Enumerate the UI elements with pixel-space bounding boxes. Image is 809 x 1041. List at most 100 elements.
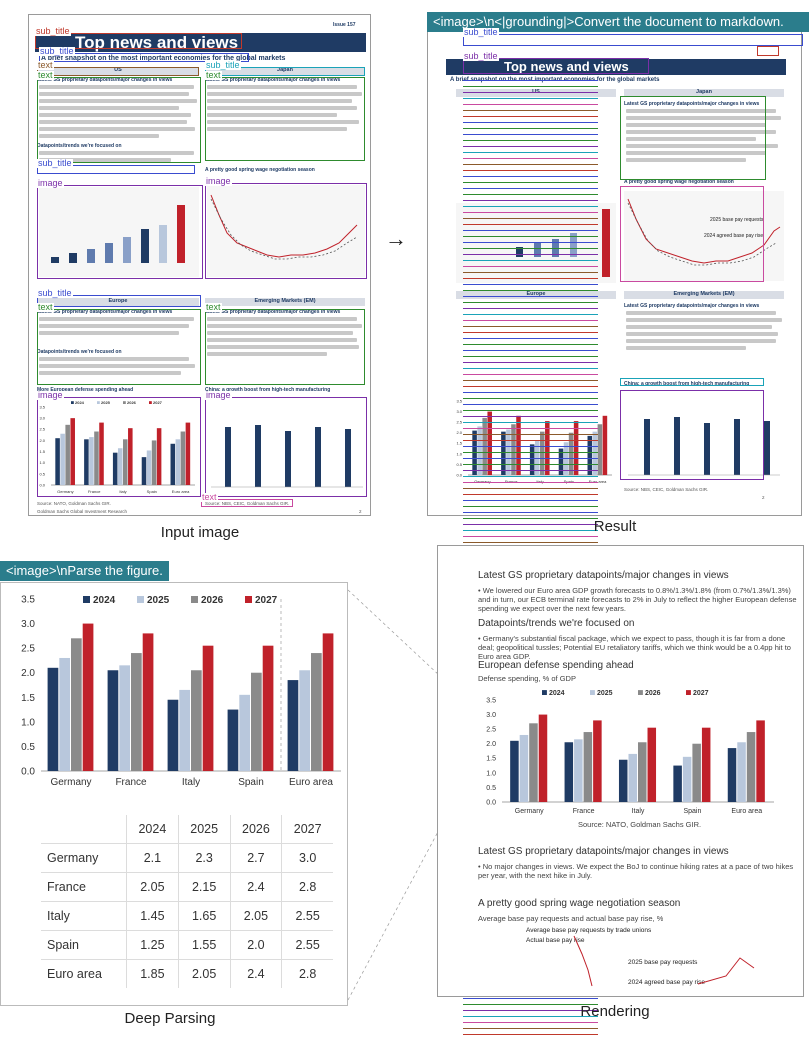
- legend-label-2025: 2025: [147, 595, 170, 606]
- ann-em-image: image: [205, 391, 367, 497]
- y-tick-label: 2.5: [456, 420, 462, 425]
- doc-em-text-block-1: [207, 317, 367, 359]
- ann-subtitle: sub_title: [39, 47, 249, 62]
- bar-2024-euro-area: [587, 435, 593, 475]
- render-heading-1: Latest GS proprietary datapoints/major c…: [478, 570, 729, 581]
- result-europe-header: Europe: [456, 291, 616, 299]
- stripe-band: [463, 236, 598, 241]
- ann-source: text: [201, 493, 293, 507]
- legend-swatch-2026: [123, 401, 126, 404]
- table-header-cell: 2025: [177, 815, 231, 844]
- ann-us-text: text: [37, 71, 201, 163]
- stripe-band: [463, 416, 598, 421]
- stripe-band: [463, 440, 598, 445]
- stripe-band: [463, 536, 598, 541]
- deep-parsing-panel: 0.0 0.5 1.0 1.5 2.0 2.5 3.0 3.5 Germany France Ita…: [0, 582, 348, 1006]
- bar-2025-germany: [477, 426, 482, 475]
- bar-2026-euro-area: [597, 424, 603, 475]
- stripe-band: [463, 374, 598, 379]
- ann-europe-sub: sub_title: [37, 289, 201, 307]
- rendering-panel: Latest GS proprietary datapoints/major c…: [437, 545, 804, 997]
- doc-footer-page: 2: [359, 509, 362, 514]
- bar-2024-france: [107, 670, 119, 771]
- render-note-3: 2025 base pay requests: [628, 959, 698, 966]
- ann-jp-text: text: [205, 71, 365, 161]
- stripe-band: [463, 386, 598, 391]
- bar-2024-france: [501, 431, 506, 475]
- bar-2026-euro-area: [746, 732, 756, 802]
- bar-2025-italy: [117, 448, 123, 485]
- doc-jp-text-block-1: [207, 85, 367, 134]
- x-tick-label: France: [505, 479, 518, 484]
- legend-swatch-2024: [542, 690, 547, 695]
- bar-2027-spain: [573, 421, 579, 475]
- bar-2024-france: [564, 742, 574, 802]
- doc-source-em: Source: NBS, CEIC, Goldman Sachs GIR.: [205, 501, 290, 506]
- bar-2025-germany: [519, 734, 529, 802]
- parsed-table: 2024 2025 2026 2027 Germany 2.1 2.3 2.7 …: [41, 815, 333, 988]
- bar-2025-spain: [239, 694, 250, 771]
- bar-2025-france: [119, 665, 130, 771]
- legend-swatch-2027: [245, 596, 252, 603]
- result-page: 2: [762, 495, 765, 500]
- bar-2024-germany: [510, 740, 519, 802]
- bar-2025-france: [89, 437, 94, 485]
- bar-2027-spain: [701, 727, 711, 802]
- bar-2024-euro-area: [170, 443, 176, 485]
- stripe-band: [463, 506, 598, 511]
- y-tick-label: 2.5: [486, 727, 496, 734]
- table-row: Germany 2.1 2.3 2.7 3.0: [41, 843, 333, 873]
- caption-rendering: Rendering: [580, 1003, 650, 1020]
- doc-eu-section-1: Latest GS proprietary datapoints/major c…: [37, 309, 173, 315]
- table-cell: 2.05: [126, 872, 179, 902]
- stripe-band: [463, 452, 598, 457]
- ann-result-jp-text: [620, 96, 766, 180]
- render-text-3: Defense spending, % of GDP: [478, 674, 576, 683]
- y-tick-label: 1.5: [486, 756, 496, 763]
- doc-title-bar: Top news and views: [35, 33, 366, 52]
- table-cell: 2.0: [229, 930, 282, 960]
- stripe-band: [463, 488, 598, 493]
- bar-2025-spain: [682, 756, 692, 802]
- y-tick-label: 0.0: [39, 482, 45, 487]
- stripe-band: [463, 1016, 598, 1021]
- legend-label-2024: 2024: [549, 690, 565, 697]
- x-tick-label: Spain: [564, 479, 574, 484]
- legend-label-2024: 2024: [75, 400, 85, 405]
- stripe-band: [463, 212, 598, 217]
- y-tick-label: 1.0: [456, 451, 462, 456]
- stripe-band: [463, 272, 598, 277]
- bar-2027-euro-area: [602, 415, 608, 475]
- stripe-band: [463, 350, 598, 355]
- stripe-band: [463, 494, 598, 499]
- legend-swatch-2026: [191, 596, 198, 603]
- stripe-band: [463, 1028, 598, 1033]
- result-jp-chart-svg: 2025 base pay requests 2024 agreed base …: [627, 198, 781, 266]
- stripe-band: [463, 176, 598, 181]
- table-cell: 2.55: [281, 930, 333, 960]
- bar-2027-germany: [82, 623, 94, 771]
- bar-2027-france: [142, 633, 154, 771]
- bar-2026-germany: [65, 424, 70, 485]
- doc-source-eu: Source: NATO, Goldman Sachs GIR.: [37, 501, 111, 506]
- render-heading-4: Latest GS proprietary datapoints/major c…: [478, 846, 729, 857]
- bar-2025-euro-area: [299, 670, 310, 771]
- bar-2025-euro-area: [737, 742, 746, 802]
- stripe-band: [463, 110, 598, 115]
- table-cell: 1.45: [126, 901, 179, 931]
- stripe-band: [463, 170, 598, 175]
- bar-2025-euro-area: [175, 439, 181, 485]
- table-header-cell: 2024: [126, 815, 179, 844]
- prompt-grounding: <image>\n<|grounding|>Convert the docume…: [427, 12, 809, 32]
- y-tick-label: 0.5: [39, 471, 45, 476]
- table-cell: 2.05: [229, 901, 282, 931]
- render-heading-3: European defense spending ahead: [478, 660, 634, 671]
- doc-eu-section-2: Datapoints/trends we're focused on: [37, 349, 122, 355]
- render-text-5: Average base pay requests and actual bas…: [478, 914, 664, 923]
- ann-result-title-main: sub_title: [463, 52, 649, 74]
- table-cell: 2.55: [281, 901, 333, 931]
- table-cell: 1.65: [177, 901, 231, 931]
- y-tick-label: 2.0: [39, 438, 45, 443]
- table-header-cell: 2026: [229, 815, 282, 844]
- doc-em-section-3: China: a growth boost from high-tech man…: [205, 387, 331, 393]
